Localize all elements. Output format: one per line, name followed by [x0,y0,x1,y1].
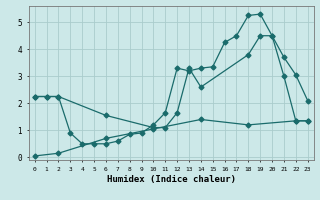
X-axis label: Humidex (Indice chaleur): Humidex (Indice chaleur) [107,175,236,184]
